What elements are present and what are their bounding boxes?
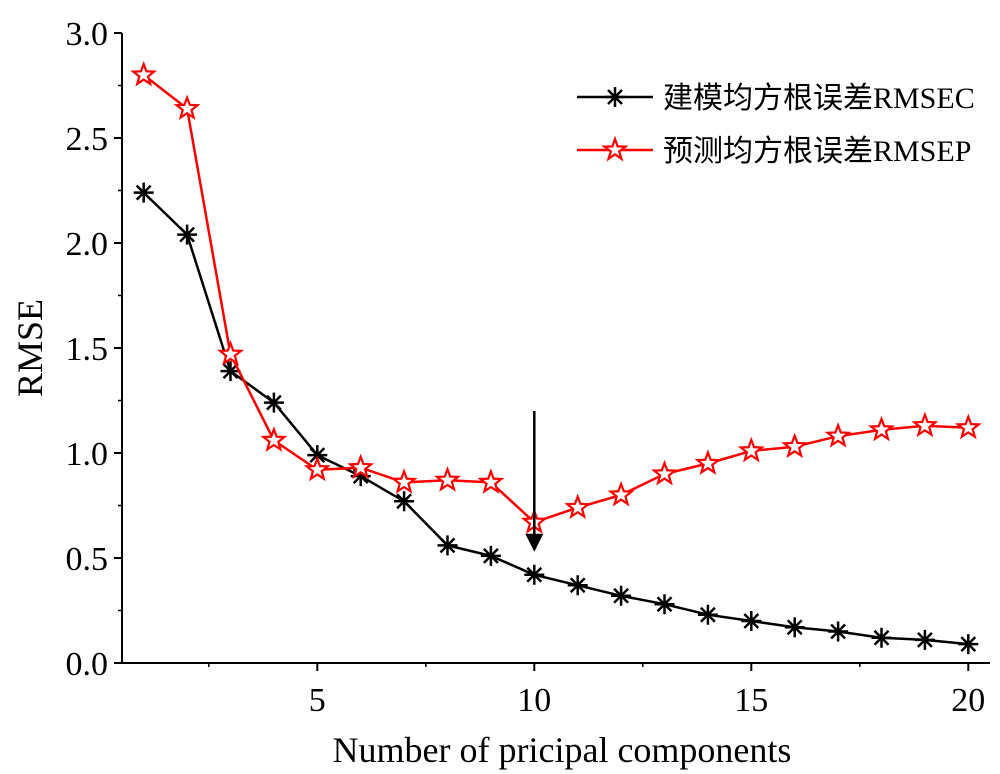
data-point-rmsep: [260, 426, 288, 452]
data-point-rmsep: [303, 455, 331, 482]
data-point-rmsep: [737, 436, 765, 463]
data-point-rmsep: [130, 60, 158, 87]
data-point-rmsec: [177, 224, 198, 245]
data-point-rmsec: [524, 564, 545, 585]
x-tick-label: 10: [517, 682, 551, 719]
data-point-rmsec: [220, 361, 241, 382]
data-point-rmsec: [611, 585, 632, 606]
data-point-rmsep: [781, 432, 809, 459]
data-point-rmsep: [954, 413, 982, 440]
data-point-rmsep: [217, 340, 244, 366]
annotation-arrow-head: [525, 533, 544, 552]
data-point-rmsec: [697, 604, 718, 625]
data-point-rmsec: [394, 491, 415, 512]
x-tick-label: 5: [309, 682, 326, 719]
data-point-rmsec: [263, 392, 284, 413]
data-point-rmsec: [914, 629, 935, 650]
y-tick-label: 1.0: [66, 436, 109, 473]
data-point-rmsec: [437, 535, 458, 556]
ticks: 0.0 0.5 1.0 1.5 2.0 2.5 3.0 5 10 15 20: [66, 16, 986, 719]
axes: [121, 33, 990, 664]
data-point-rmsep: [173, 94, 201, 121]
data-point-rmsec: [654, 594, 675, 615]
data-point-rmsec: [958, 634, 979, 655]
annotation-layer: [525, 411, 544, 552]
legend: 建模均方根误差RMSEC 预测均方根误差RMSEP: [577, 82, 975, 168]
data-point-rmsep: [390, 468, 418, 494]
data-point-rmsep: [911, 411, 939, 438]
data-point-rmsec: [828, 621, 849, 642]
y-axis-title: RMSE: [10, 299, 50, 397]
data-point-rmsep: [824, 422, 852, 448]
x-axis-title: Number of pricipal components: [333, 730, 792, 770]
data-point-rmsep: [607, 480, 635, 507]
legend-marker-rmsep: [601, 135, 629, 162]
x-tick-label: 15: [734, 682, 768, 719]
data-point-rmsec: [784, 617, 805, 638]
data-point-rmsep: [564, 493, 592, 520]
x-tick-label: 20: [951, 682, 985, 719]
y-tick-label: 3.0: [66, 16, 109, 53]
y-tick-label: 0.5: [66, 541, 109, 578]
y-tick-label: 2.5: [66, 121, 109, 158]
data-point-rmsec: [871, 627, 892, 648]
series-layer: [130, 60, 982, 655]
y-tick-label: 1.5: [66, 331, 109, 368]
data-point-rmsec: [133, 182, 154, 203]
data-point-rmsep: [651, 459, 678, 486]
legend-label-rmsep: 预测均方根误差RMSEP: [663, 135, 971, 168]
data-point-rmsep: [694, 449, 722, 475]
series-line-1: [142, 74, 969, 524]
data-point-rmsep: [868, 415, 895, 442]
data-point-rmsec: [350, 466, 371, 487]
data-point-rmsep: [347, 453, 375, 480]
legend-marker-rmsec: [605, 87, 625, 107]
data-point-rmsec: [567, 575, 588, 596]
y-tick-label: 2.0: [66, 226, 109, 263]
data-point-rmsec: [741, 611, 762, 631]
data-point-rmsep: [477, 468, 505, 494]
series-line-0: [142, 191, 969, 646]
data-point-rmsec: [307, 445, 328, 466]
y-tick-label: 0.0: [66, 646, 109, 683]
data-point-rmsec: [480, 545, 501, 566]
legend-label-rmsec: 建模均方根误差RMSEC: [663, 82, 975, 115]
data-point-rmsep: [434, 466, 461, 492]
